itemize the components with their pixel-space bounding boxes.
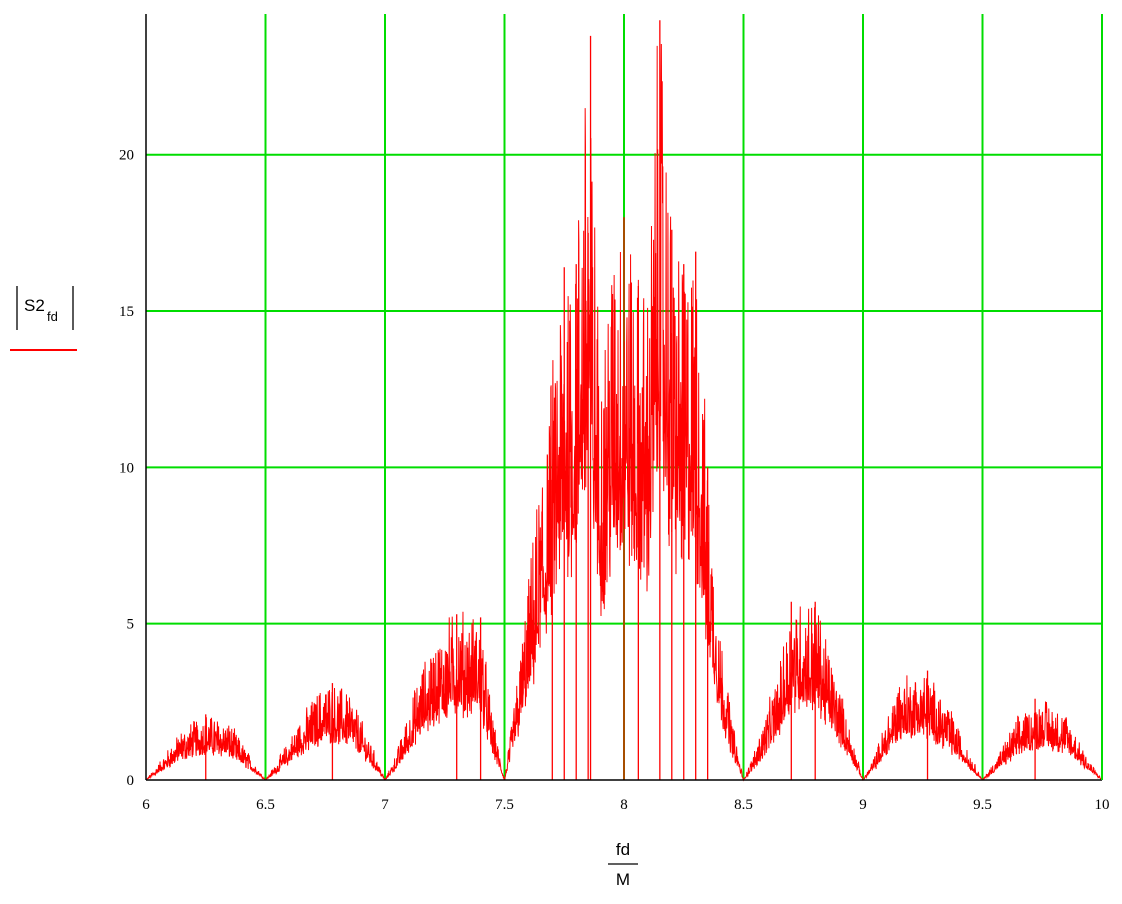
y-axis-label: S2 fd (10, 286, 77, 351)
y-tick-label: 0 (127, 773, 135, 789)
x-tick-label: 8.5 (734, 797, 753, 813)
x-tick-label: 7 (381, 797, 389, 813)
plot-frame (145, 14, 1103, 781)
x-tick-label: 10 (1095, 797, 1110, 813)
y-tick-label: 15 (119, 304, 134, 320)
x-tick-labels: 6 6.5 7 7.5 8 8.5 9 9.5 10 (142, 797, 1109, 813)
y-tick-label: 5 (127, 617, 135, 633)
y-tick-labels: 0 5 10 15 20 (119, 148, 134, 789)
x-axis-label: fd M (608, 840, 638, 889)
y-label-subscript: fd (47, 309, 58, 324)
x-tick-label: 7.5 (495, 797, 514, 813)
x-tick-label: 6.5 (256, 797, 275, 813)
x-label-denominator: M (616, 870, 630, 889)
x-tick-label: 6 (142, 797, 150, 813)
x-label-numerator: fd (616, 840, 630, 859)
y-tick-label: 10 (119, 460, 134, 476)
x-tick-label: 9 (859, 797, 867, 813)
x-tick-label: 8 (620, 797, 628, 813)
plot-series (145, 20, 1103, 782)
y-tick-label: 20 (119, 148, 134, 164)
x-tick-label: 9.5 (973, 797, 992, 813)
y-label-main: S2 (24, 296, 45, 315)
